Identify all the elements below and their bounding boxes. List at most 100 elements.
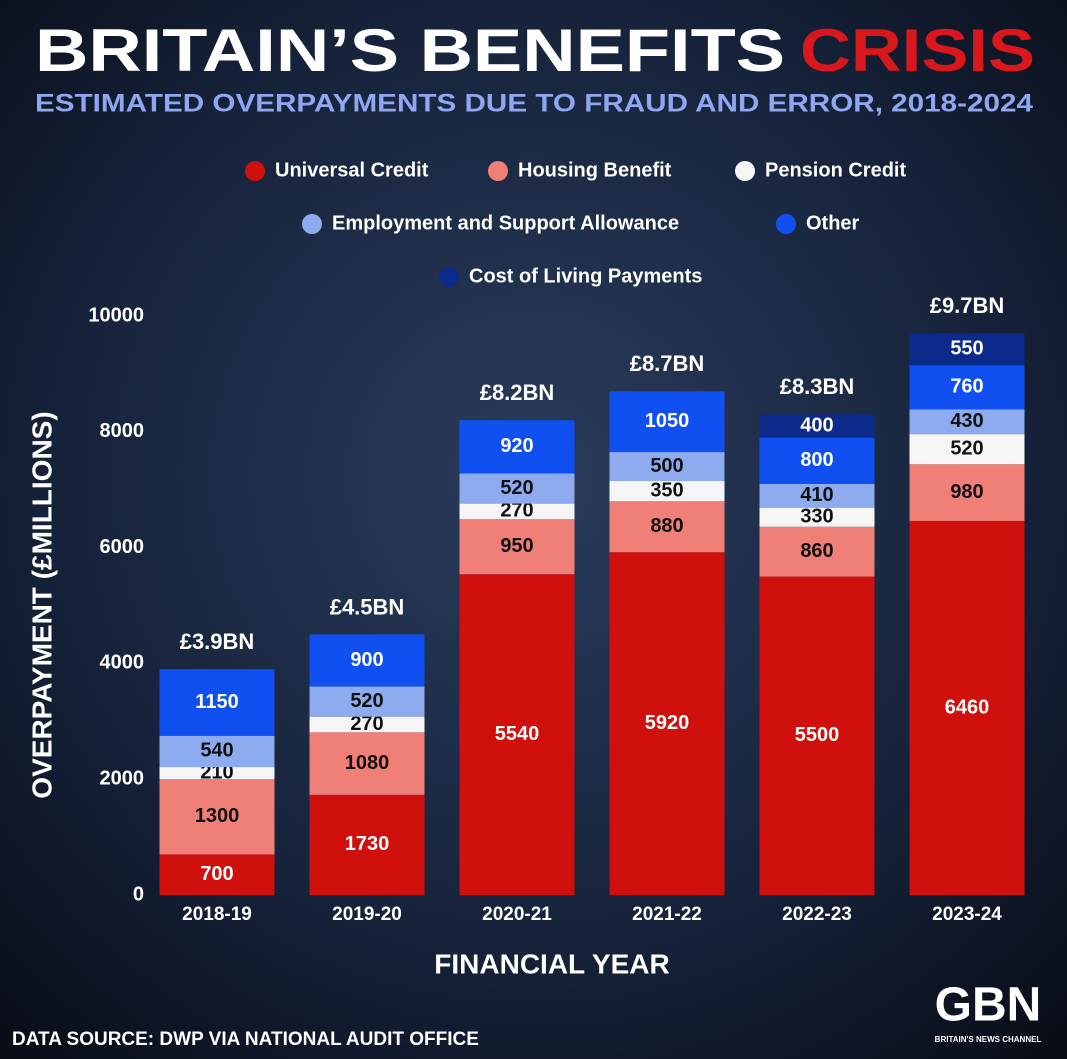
legend-label: Universal Credit bbox=[275, 159, 429, 181]
bar-segment bbox=[609, 452, 725, 482]
value-label: 800 bbox=[800, 449, 833, 471]
value-label: 5920 bbox=[645, 712, 690, 734]
total-label: £9.7BN bbox=[930, 293, 1005, 318]
value-label: 760 bbox=[950, 375, 983, 397]
value-label: 500 bbox=[650, 455, 683, 477]
value-label: 1300 bbox=[195, 805, 240, 827]
x-axis-label: FINANCIAL YEAR bbox=[434, 948, 669, 979]
value-label: 860 bbox=[800, 540, 833, 562]
legend-swatch bbox=[735, 161, 755, 181]
total-label: £8.3BN bbox=[780, 374, 855, 399]
chart-title: BRITAIN’S BENEFITS bbox=[35, 17, 785, 84]
bar-segment bbox=[159, 779, 275, 855]
logo: GBN bbox=[935, 979, 1042, 1032]
value-label: 430 bbox=[950, 410, 983, 432]
legend-swatch bbox=[245, 161, 265, 181]
total-label: £4.5BN bbox=[330, 594, 405, 619]
bar-segment bbox=[609, 391, 725, 453]
bar-segment bbox=[159, 669, 275, 736]
bar-segment bbox=[159, 767, 275, 780]
value-label: 540 bbox=[200, 740, 233, 762]
bar-segment bbox=[459, 519, 575, 575]
value-label: 1080 bbox=[345, 752, 390, 774]
value-label: 550 bbox=[950, 338, 983, 360]
value-label: 330 bbox=[800, 505, 833, 527]
y-tick-label: 4000 bbox=[100, 652, 145, 674]
bar-segment bbox=[909, 464, 1025, 521]
logo-tagline: BRITAIN'S NEWS CHANNEL bbox=[935, 1035, 1042, 1044]
legend-swatch bbox=[488, 161, 508, 181]
legend-label: Pension Credit bbox=[765, 159, 906, 181]
value-label: 1730 bbox=[345, 833, 390, 855]
bar-segment bbox=[909, 409, 1025, 435]
legend-swatch bbox=[302, 214, 322, 234]
value-label: 700 bbox=[200, 863, 233, 885]
value-label: 270 bbox=[500, 500, 533, 522]
bar-segment bbox=[909, 333, 1025, 366]
bar-segment bbox=[759, 483, 875, 508]
legend-label: Cost of Living Payments bbox=[469, 265, 702, 287]
bar-segment bbox=[759, 437, 875, 484]
bar-segment bbox=[759, 507, 875, 527]
x-tick-label: 2018-19 bbox=[182, 904, 252, 925]
value-label: 5540 bbox=[495, 723, 540, 745]
total-label: £8.7BN bbox=[630, 351, 705, 376]
value-label: 410 bbox=[800, 484, 833, 506]
bar-segment bbox=[609, 501, 725, 553]
value-label: 6460 bbox=[945, 696, 990, 718]
value-label: 880 bbox=[650, 515, 683, 537]
value-label: 400 bbox=[800, 414, 833, 436]
legend-swatch bbox=[439, 267, 459, 287]
bar-segment bbox=[909, 434, 1025, 465]
chart-title-highlight: CRISIS bbox=[800, 17, 1035, 84]
value-label: 920 bbox=[500, 435, 533, 457]
value-label: 1150 bbox=[195, 691, 238, 713]
value-label: 950 bbox=[500, 535, 533, 557]
bar-segment bbox=[759, 526, 875, 577]
bar-segment bbox=[609, 552, 725, 895]
value-label: 270 bbox=[350, 713, 383, 735]
bar-segment bbox=[459, 473, 575, 504]
value-label: 520 bbox=[350, 690, 383, 712]
bar-segment bbox=[309, 732, 425, 795]
value-label: 520 bbox=[950, 437, 983, 459]
total-label: £3.9BN bbox=[180, 629, 255, 654]
bar-segment bbox=[909, 520, 1025, 895]
bar-segment bbox=[759, 414, 875, 438]
bar-segment bbox=[609, 481, 725, 502]
bar-segment bbox=[309, 686, 425, 717]
legend-label: Housing Benefit bbox=[518, 159, 672, 181]
y-tick-label: 2000 bbox=[100, 767, 145, 789]
legend-label: Employment and Support Allowance bbox=[332, 212, 679, 234]
value-label: 350 bbox=[650, 479, 683, 501]
bar-segment bbox=[909, 365, 1025, 410]
bar-segment bbox=[309, 794, 425, 895]
value-label: 1050 bbox=[645, 410, 690, 432]
x-tick-label: 2022-23 bbox=[782, 904, 852, 925]
value-label: 5500 bbox=[795, 724, 840, 746]
value-label: 900 bbox=[350, 649, 383, 671]
x-tick-label: 2019-20 bbox=[332, 904, 402, 925]
y-tick-label: 10000 bbox=[88, 304, 144, 326]
bar-segment bbox=[159, 854, 275, 895]
y-axis-label: OVERPAYMENT (£MILLIONS) bbox=[26, 411, 57, 798]
bar-segment bbox=[459, 503, 575, 520]
y-tick-label: 0 bbox=[133, 883, 144, 905]
bar-segment bbox=[309, 634, 425, 687]
source-note: DATA SOURCE: DWP VIA NATIONAL AUDIT OFFI… bbox=[12, 1029, 479, 1050]
legend-swatch bbox=[776, 214, 796, 234]
x-tick-label: 2023-24 bbox=[932, 904, 1002, 925]
bar-segment bbox=[459, 420, 575, 474]
total-label: £8.2BN bbox=[480, 380, 555, 405]
x-tick-label: 2021-22 bbox=[632, 904, 702, 925]
bar-segment bbox=[309, 716, 425, 733]
x-tick-label: 2020-21 bbox=[482, 904, 552, 925]
chart-subtitle: ESTIMATED OVERPAYMENTS DUE TO FRAUD AND … bbox=[35, 90, 1033, 118]
y-tick-label: 6000 bbox=[100, 536, 145, 558]
bar-segment bbox=[159, 735, 275, 768]
legend-label: Other bbox=[806, 212, 860, 234]
value-label: 980 bbox=[950, 481, 983, 503]
y-tick-label: 8000 bbox=[100, 420, 145, 442]
value-label: 520 bbox=[500, 477, 533, 499]
